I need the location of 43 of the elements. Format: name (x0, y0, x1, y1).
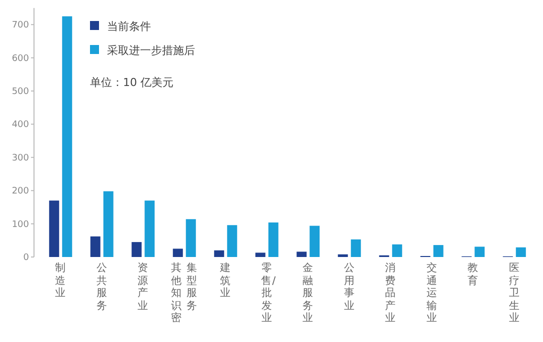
bar (90, 236, 100, 257)
x-tick-label: 公共服务 (96, 262, 108, 312)
bar (62, 16, 72, 257)
annotation: 单位：10 亿美元 (90, 76, 174, 89)
bar (350, 239, 361, 257)
bar (516, 247, 526, 257)
y-tick-label: 400 (12, 120, 30, 130)
bar (433, 245, 444, 257)
x-tick-label: 建筑业 (220, 262, 232, 300)
x-tick-label: 制造业 (54, 262, 66, 300)
x-tick-label: 交通运输业 (426, 262, 438, 324)
x-tick-label: 消费品产业 (384, 262, 396, 324)
bar (474, 246, 485, 257)
x-tick-label: 医疗卫生业 (508, 262, 520, 324)
bar (268, 222, 278, 257)
legend-label: 当前条件 (107, 20, 151, 33)
bar (144, 200, 155, 257)
y-tick-label: 200 (12, 186, 30, 197)
x-tick-label: 零售/批发业 (261, 262, 276, 324)
category-label: 其他知识密集型服务 (171, 262, 198, 324)
y-tick-label: 600 (12, 54, 30, 64)
bar (392, 244, 402, 257)
bar (310, 226, 320, 257)
x-tick-label: 资源产业 (137, 262, 149, 312)
y-tick-label: 0 (23, 253, 30, 263)
legend-label: 采取进一步措施后 (107, 44, 195, 57)
y-tick-label: 500 (12, 87, 30, 97)
x-tick-label: 公用事业 (344, 262, 356, 312)
bar (338, 254, 348, 257)
y-tick-label: 700 (12, 20, 30, 31)
bar (103, 191, 114, 257)
bar (214, 250, 224, 257)
y-tick-label: 300 (12, 153, 30, 164)
bar (255, 252, 266, 257)
y-tick-label: 100 (12, 220, 30, 230)
x-tick-label: 教育 (467, 262, 479, 287)
bar (227, 225, 238, 257)
bar (49, 200, 60, 257)
bar (296, 252, 307, 257)
bar (172, 248, 183, 257)
bar (132, 242, 142, 257)
bar (186, 219, 196, 257)
x-tick-label: 金融服务业 (302, 262, 314, 324)
